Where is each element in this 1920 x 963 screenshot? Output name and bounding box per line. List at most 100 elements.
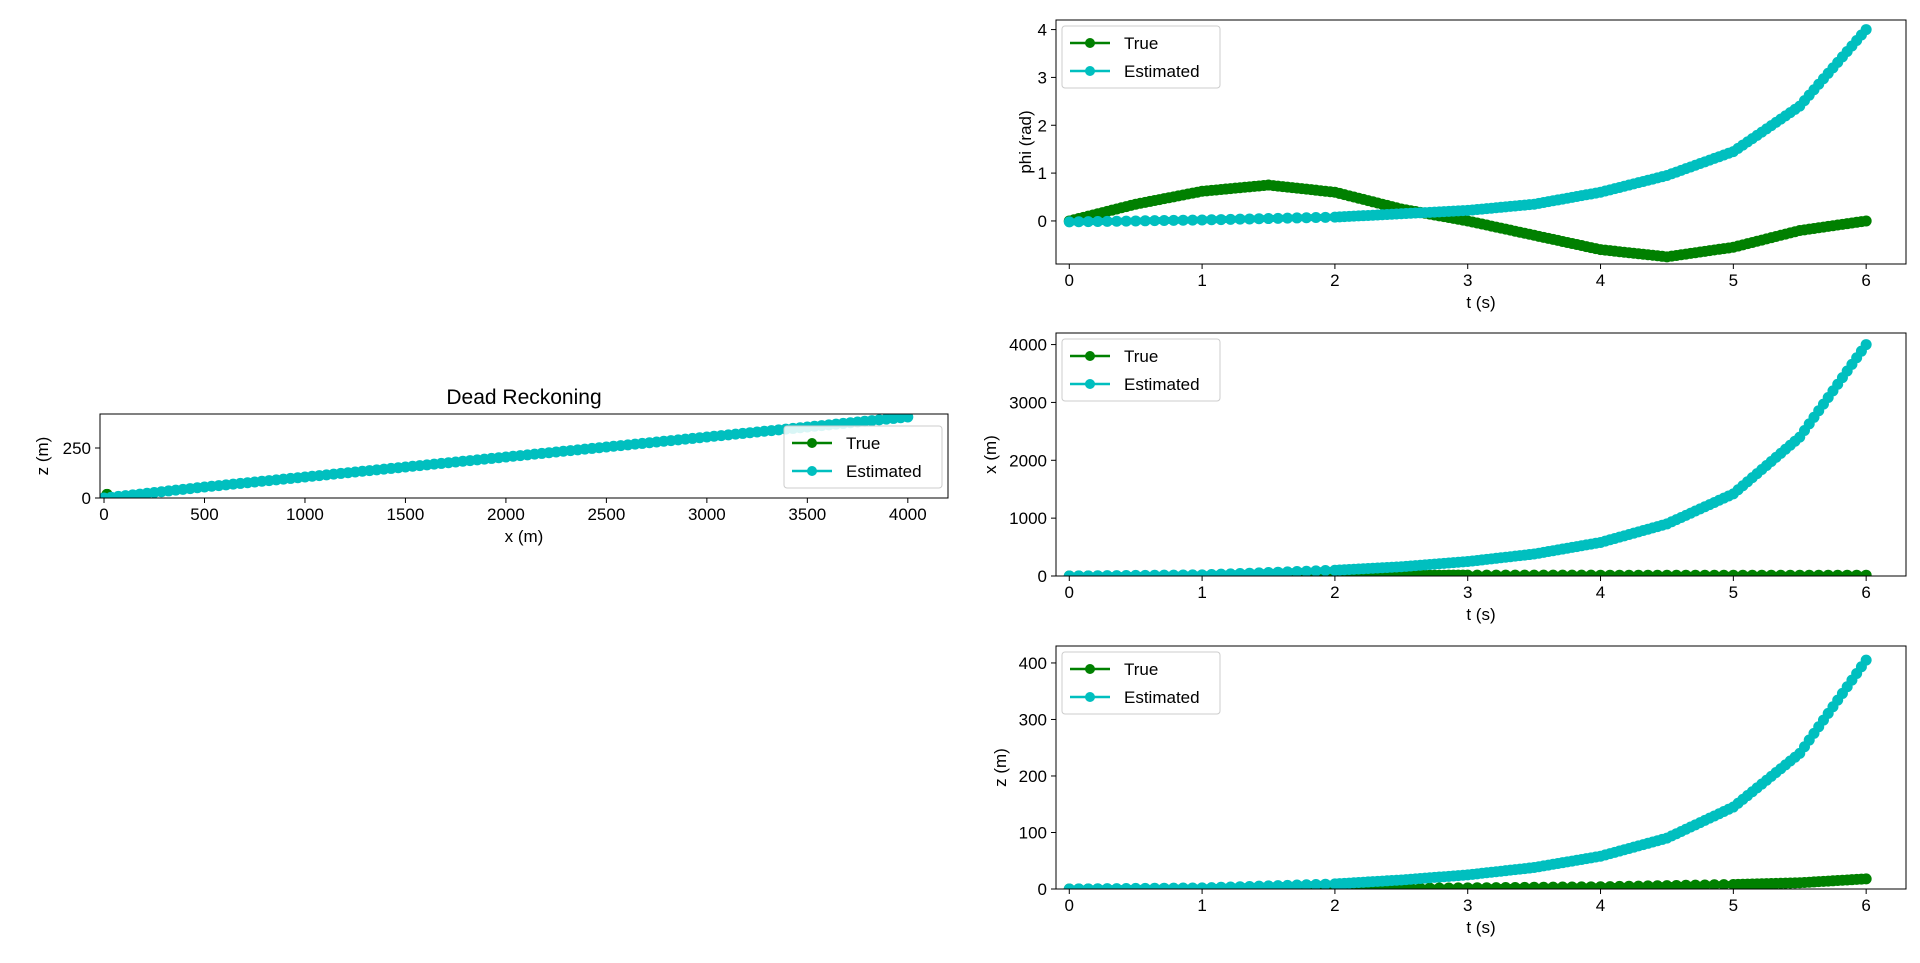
data-point xyxy=(1860,873,1872,885)
data-point xyxy=(1851,569,1863,576)
y-tick-label: 200 xyxy=(1019,767,1047,786)
x-tick-label: 0 xyxy=(1065,271,1074,290)
data-point xyxy=(1300,565,1312,576)
legend-item-estimated: Estimated xyxy=(1070,688,1200,707)
x-tick-label: 3 xyxy=(1463,583,1472,602)
plot-area-phi_vs_t xyxy=(1063,24,1872,263)
y-tick-label: 3 xyxy=(1038,68,1047,87)
data-point xyxy=(1614,880,1626,889)
x-tick-label: 1500 xyxy=(387,505,425,524)
data-point xyxy=(1538,881,1550,889)
x-tick-label: 4 xyxy=(1596,583,1605,602)
y-tick-label: 100 xyxy=(1019,823,1047,842)
legend: True Estimated xyxy=(1061,651,1221,715)
data-point xyxy=(1272,880,1284,889)
data-point xyxy=(1699,879,1711,889)
y-tick-label: 300 xyxy=(1019,710,1047,729)
data-point xyxy=(1642,880,1654,889)
data-point xyxy=(1718,879,1730,889)
data-point xyxy=(1595,881,1607,889)
data-point xyxy=(1490,882,1502,889)
x-tick-label: 500 xyxy=(190,505,218,524)
legend-marker xyxy=(1085,692,1095,702)
data-point xyxy=(1092,570,1104,576)
data-point xyxy=(1500,882,1512,889)
x-tick-label: 5 xyxy=(1729,896,1738,915)
data-point xyxy=(1557,881,1569,889)
legend-box xyxy=(1061,338,1221,402)
data-point xyxy=(1149,882,1161,889)
legend: True Estimated xyxy=(1061,25,1221,89)
axes-frame xyxy=(1055,19,1907,265)
data-point xyxy=(1632,569,1644,576)
data-point xyxy=(1101,883,1113,889)
data-point xyxy=(1130,569,1142,576)
x-tick-label: 4 xyxy=(1596,271,1605,290)
legend-label: Estimated xyxy=(1124,688,1200,707)
legend-label: True xyxy=(846,434,880,453)
data-point xyxy=(1263,213,1274,225)
data-point xyxy=(1319,565,1331,576)
y-tick-label: 400 xyxy=(1019,654,1047,673)
x-tick-label: 5 xyxy=(1729,271,1738,290)
data-point xyxy=(1215,568,1227,576)
data-point xyxy=(1718,569,1730,576)
data-point xyxy=(1576,569,1588,576)
data-point xyxy=(1519,881,1531,889)
data-point xyxy=(1737,569,1749,576)
y-tick-label: 1000 xyxy=(1009,509,1047,528)
y-tick-label: 4000 xyxy=(1009,336,1047,355)
data-point xyxy=(1063,570,1075,576)
data-point xyxy=(1234,213,1246,225)
data-point xyxy=(1471,882,1483,889)
data-point xyxy=(1557,569,1569,576)
data-point xyxy=(1234,881,1246,889)
data-point xyxy=(1509,881,1521,889)
data-point xyxy=(1272,212,1284,224)
data-point xyxy=(1101,570,1113,576)
data-point xyxy=(1509,569,1521,576)
data-point xyxy=(1841,569,1853,576)
series-estimated xyxy=(1063,654,1872,889)
data-point xyxy=(1595,569,1607,576)
data-point xyxy=(1281,212,1293,224)
y-tick-label: 2 xyxy=(1038,116,1047,135)
data-point xyxy=(1699,569,1711,576)
chart-dead_reckoning: 0 500 1000 1500 2000 2500 3000 3500 4000 0 250 x (m… xyxy=(33,386,949,546)
x-tick-label: 2000 xyxy=(487,505,525,524)
data-point xyxy=(1139,569,1151,576)
data-point xyxy=(1082,883,1094,889)
data-point xyxy=(1670,879,1682,889)
data-point xyxy=(1310,212,1322,224)
data-point xyxy=(1168,569,1180,576)
x-axis-label: t (s) xyxy=(1466,293,1495,312)
data-point xyxy=(1281,879,1293,889)
data-point xyxy=(1585,569,1597,576)
data-point xyxy=(1680,569,1692,576)
data-point xyxy=(1500,569,1512,576)
y-tick-label: 0 xyxy=(1038,567,1047,586)
data-point xyxy=(1120,215,1132,227)
x-tick-label: 3 xyxy=(1463,896,1472,915)
y-axis-label: z (m) xyxy=(991,748,1010,787)
legend-label: True xyxy=(1124,347,1158,366)
data-point xyxy=(1263,880,1274,889)
data-point xyxy=(1101,215,1113,227)
y-tick-label: 250 xyxy=(63,439,91,458)
data-point xyxy=(1139,215,1151,227)
legend-label: Estimated xyxy=(1124,375,1200,394)
data-point xyxy=(1547,569,1559,576)
legend-item-estimated: Estimated xyxy=(1070,375,1200,394)
data-point xyxy=(1680,879,1692,889)
data-point xyxy=(1528,569,1540,576)
data-point xyxy=(1689,569,1701,576)
data-point xyxy=(1092,883,1104,889)
data-point xyxy=(1073,570,1085,576)
legend-item-true: True xyxy=(1070,347,1158,366)
x-tick-label: 3 xyxy=(1463,271,1472,290)
legend-box xyxy=(783,425,943,489)
data-point xyxy=(1414,882,1426,889)
data-point xyxy=(1291,879,1303,889)
data-point xyxy=(1547,881,1559,889)
y-tick-label: 1 xyxy=(1038,164,1047,183)
